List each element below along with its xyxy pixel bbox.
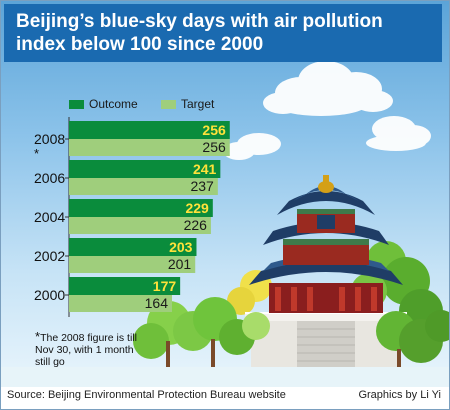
footnote-star: * [35,329,41,344]
temple-scene-illustration [1,61,449,387]
legend-label-outcome: Outcome [89,97,138,111]
bar-outcome-2006 [69,160,221,178]
category-label-2008: 2008 [34,131,65,147]
data-label-target-2008: 256 [202,139,226,155]
legend-swatch-outcome [69,100,84,109]
data-label-outcome-2006: 241 [193,161,217,177]
category-label-2006: 2006 [34,170,65,186]
legend-swatch-target [161,100,176,109]
data-label-outcome-2008: 256 [202,122,226,138]
legend-label-target: Target [181,97,215,111]
data-label-outcome-2000: 177 [153,278,177,294]
title-banner: Beijing’s blue-sky days with air polluti… [4,4,442,62]
bar-outcome-2000 [69,277,181,295]
bar-target-2000 [69,295,172,312]
bar-target-2004 [69,217,211,234]
graphics-credit: Graphics by Li Yi [358,389,441,401]
bar-target-2006 [69,178,218,195]
source-caption: Source: Beijing Environmental Protection… [7,389,286,401]
chart-title: Beijing’s blue-sky days with air polluti… [16,11,383,55]
category-label-2000: 2000 [34,287,65,303]
bar-target-2002 [69,256,196,273]
data-label-outcome-2002: 203 [169,239,193,255]
category-label-2002: 2002 [34,248,65,264]
footnote-text: The 2008 figure is till Nov 30, with 1 m… [35,332,137,368]
footnote: *The 2008 figure is till Nov 30, with 1 … [35,329,145,368]
bar-outcome-2008 [69,121,230,139]
bar-outcome-2002 [69,238,197,256]
data-label-target-2000: 164 [145,295,169,311]
data-label-target-2002: 201 [168,256,192,272]
data-label-target-2004: 226 [184,217,208,233]
data-label-target-2006: 237 [190,178,214,194]
category-marker-2008: * [34,146,39,161]
data-label-outcome-2004: 229 [185,200,209,216]
bar-target-2008 [69,139,230,156]
category-label-2004: 2004 [34,209,65,225]
bar-outcome-2004 [69,199,213,217]
